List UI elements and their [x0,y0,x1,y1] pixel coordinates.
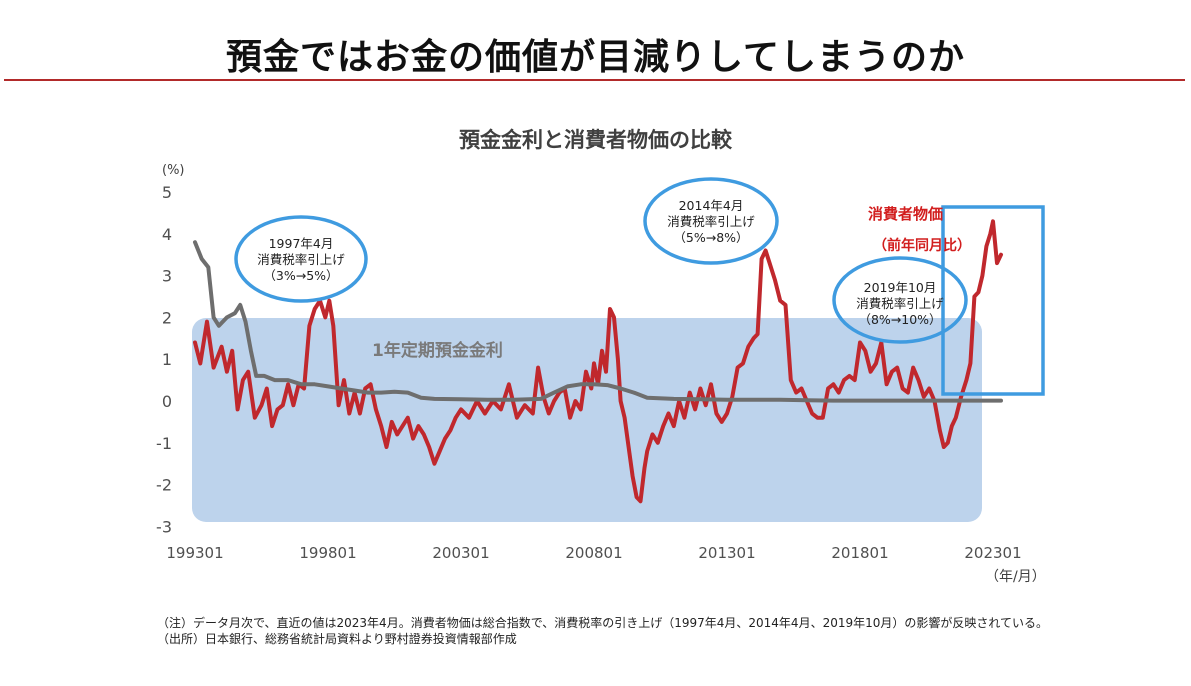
y-tick-label: -3 [156,517,172,536]
x-axis-unit: （年/月） [985,569,1046,585]
page-title: 預金ではお金の価値が目減りしてしまうのか [226,37,965,78]
x-tick-label: 201301 [698,544,755,562]
deposit-rate-series-line [193,240,1003,403]
annotation-2014-line-2: 消費税率引上げ [667,214,755,229]
annotation-1997-line-3: （3%→5%） [263,268,339,283]
y-tick-label: 4 [162,225,172,244]
y-tick-label: 5 [162,183,172,202]
recent-highlight-box [941,205,1045,396]
deposit-series-label: 1年定期預金金利 [372,341,503,361]
x-tick-label: 200801 [565,544,622,562]
annotation-2019: 2019年10月 消費税率引上げ （8%→10%） [836,280,964,328]
y-tick-label: 2 [162,308,172,327]
annotation-2014-line-3: （5%→8%） [673,230,749,245]
cpi-series-sublabel: （前年同月比） [873,238,971,254]
y-axis-unit: (%) [162,163,185,178]
series-layer [193,219,1003,504]
annotation-1997-line-1: 1997年4月 [268,236,334,251]
annotation-2014: 2014年4月 消費税率引上げ （5%→8%） [651,198,771,246]
x-tick-label: 202301 [964,544,1021,562]
annotation-2019-line-3: （8%→10%） [858,312,942,327]
x-tick-label: 200301 [432,544,489,562]
x-tick-label: 199801 [299,544,356,562]
annotation-2019-line-1: 2019年10月 [863,280,937,295]
annotation-2019-ellipse [832,256,968,344]
annotation-2014-ellipse [643,177,779,265]
y-tick-label: 0 [162,392,172,411]
annotation-1997-ellipse [234,215,368,303]
cpi-series-line [193,219,1003,504]
y-tick-label: -2 [156,476,172,495]
annotation-1997: 1997年4月 消費税率引上げ （3%→5%） [241,236,361,284]
x-axis-ticks: 199301 199801 200301 200801 201301 201801 2023… [166,544,1021,562]
y-tick-label: -1 [156,434,172,453]
annotation-1997-line-2: 消費税率引上げ [257,252,345,267]
footnote-source: （出所）日本銀行、総務省統計局資料より野村證券投資情報部作成 [157,632,517,646]
footnote-note: （注）データ月次で、直近の値は2023年4月。消費者物価は総合指数で、消費税率の… [157,616,1049,630]
x-tick-label: 199301 [166,544,223,562]
annotation-2014-line-1: 2014年4月 [678,198,744,213]
y-axis-ticks: 5 4 3 2 1 0 -1 -2 -3 [156,183,172,536]
chart-title: 預金金利と消費者物価の比較 [459,128,732,152]
x-tick-label: 201801 [831,544,888,562]
y-tick-label: 3 [162,267,172,286]
y-tick-label: 1 [162,350,172,369]
annotation-2019-line-2: 消費税率引上げ [856,296,944,311]
title-rule [4,79,1185,81]
chart-background-area [192,318,982,522]
cpi-series-label: 消費者物価 [868,205,944,223]
